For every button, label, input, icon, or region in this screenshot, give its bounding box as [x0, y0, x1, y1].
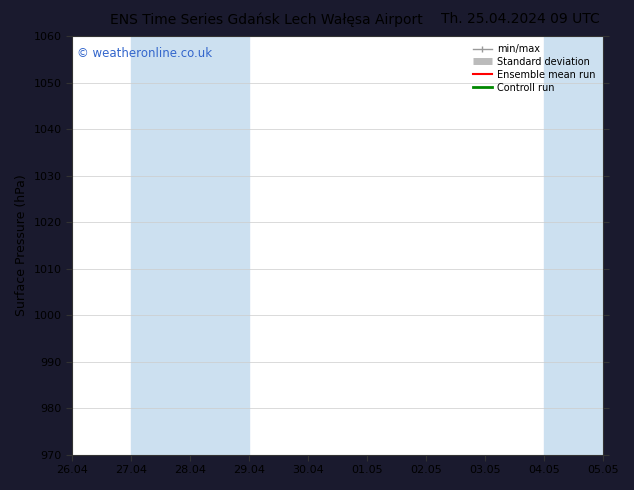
Bar: [544, 36, 621, 455]
Text: ENS Time Series Gdańsk Lech Wałęsa Airport: ENS Time Series Gdańsk Lech Wałęsa Airpo…: [110, 12, 423, 27]
Text: © weatheronline.co.uk: © weatheronline.co.uk: [77, 47, 212, 60]
Bar: [131, 36, 249, 455]
Text: Th. 25.04.2024 09 UTC: Th. 25.04.2024 09 UTC: [441, 12, 599, 26]
Legend: min/max, Standard deviation, Ensemble mean run, Controll run: min/max, Standard deviation, Ensemble me…: [470, 41, 598, 96]
Y-axis label: Surface Pressure (hPa): Surface Pressure (hPa): [15, 174, 28, 316]
